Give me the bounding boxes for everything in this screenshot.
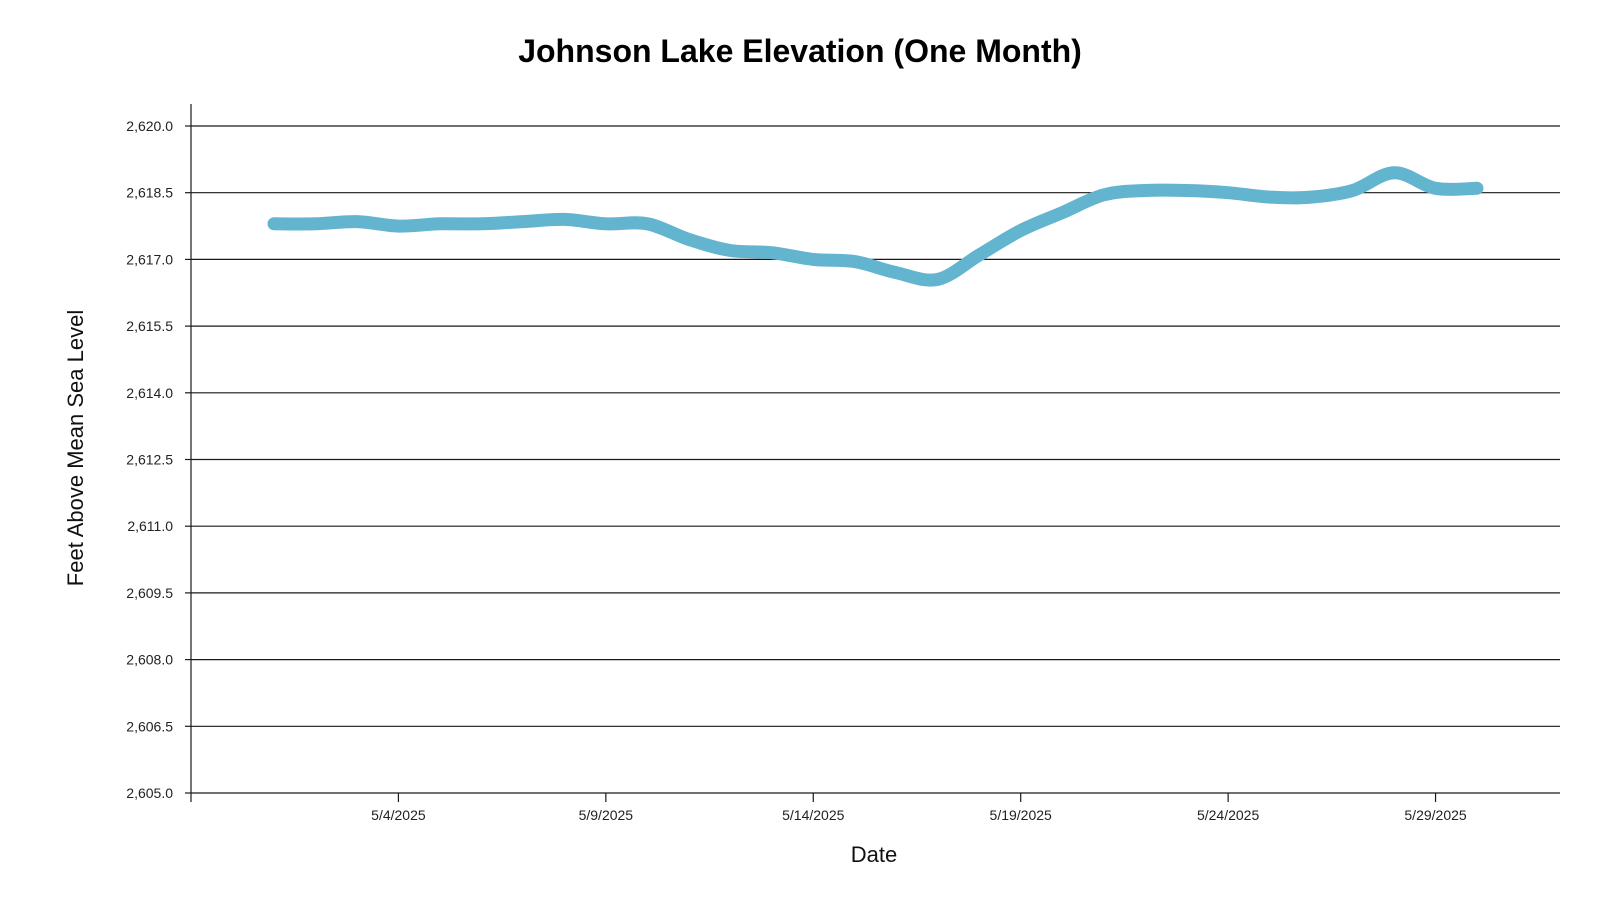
series-line	[267, 166, 1484, 287]
x-tick-label: 5/29/2025	[1404, 807, 1466, 823]
x-tick-label: 5/14/2025	[782, 807, 844, 823]
y-axis: 2,605.0 2,606.5 2,608.0 2,609.5 2,611.0 2,612…	[126, 104, 192, 802]
y-tick-label: 2,614.0	[126, 385, 173, 401]
x-tick-label: 5/19/2025	[990, 807, 1052, 823]
y-tick-label: 2,618.5	[126, 185, 173, 201]
x-tick-label: 5/9/2025	[579, 807, 634, 823]
y-tick-label: 2,611.0	[127, 518, 173, 534]
x-tick-label: 5/4/2025	[371, 807, 426, 823]
y-tick-label: 2,615.5	[126, 318, 173, 334]
y-tick-label: 2,609.5	[126, 585, 173, 601]
y-tick-label: 2,612.5	[126, 452, 173, 468]
y-tick-label: 2,605.0	[126, 785, 173, 801]
y-tick-label: 2,617.0	[126, 251, 173, 267]
series-layer	[267, 166, 1484, 287]
y-tick-label: 2,606.5	[126, 718, 173, 734]
y-tick-label: 2,608.0	[126, 652, 173, 668]
y-axis-title: Feet Above Mean Sea Level	[63, 310, 88, 586]
chart-title: Johnson Lake Elevation (One Month)	[518, 33, 1082, 69]
x-axis: 5/4/2025 5/9/2025 5/14/2025 5/19/2025 5/24/2…	[371, 793, 1467, 823]
x-axis-title: Date	[851, 842, 897, 867]
x-tick-label: 5/24/2025	[1197, 807, 1259, 823]
y-tick-label: 2,620.0	[126, 118, 173, 134]
